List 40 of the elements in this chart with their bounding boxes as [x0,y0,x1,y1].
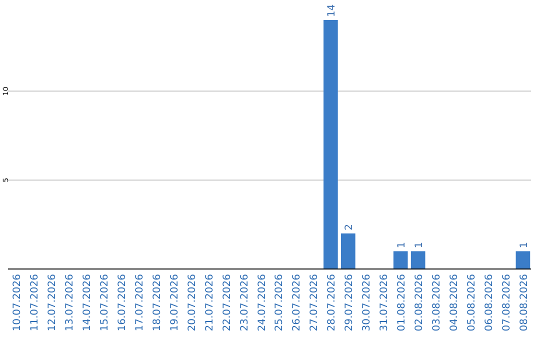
x-tick-label: 26.07.2026 [292,274,303,332]
x-tick-label: 15.07.2026 [99,274,110,332]
x-tick-label: 04.08.2026 [449,274,460,332]
x-tick-label: 25.07.2026 [274,274,286,332]
bar [324,20,338,269]
bar [516,251,530,269]
x-tick-label: 13.07.2026 [64,274,76,332]
x-tick-label: 21.07.2026 [204,274,216,332]
x-tick-label: 05.08.2026 [466,274,478,332]
x-tick-label: 10.07.2026 [12,274,24,332]
x-tick-label: 20.07.2026 [186,274,198,332]
x-tick-label: 16.07.2026 [116,274,128,332]
x-tick-label: 27.07.2026 [309,274,320,332]
x-tick-label: 01.08.2026 [396,274,408,332]
data-label: 1 [414,242,426,248]
x-tick-label: 18.07.2026 [152,274,163,332]
x-tick-label: 12.07.2026 [47,274,58,332]
bar [410,251,426,269]
data-label: 1 [396,242,408,248]
x-tick-label: 14.07.2026 [82,274,93,332]
data-label: 1 [518,242,530,248]
x-tick-label: 31.07.2026 [379,274,390,332]
x-tick-label: 02.08.2026 [414,274,426,332]
x-tick-label: 06.08.2026 [484,274,495,332]
data-label: 14 [326,4,338,17]
x-tick-label: 28.07.2026 [326,274,338,332]
x-tick-label: 03.08.2026 [432,274,443,332]
x-tick-label: 19.07.2026 [169,274,180,332]
bar [393,251,408,269]
x-tick-label: 22.07.2026 [222,274,233,332]
x-tick-label: 17.07.2026 [134,274,146,332]
x-tick-label: 07.08.2026 [501,274,512,332]
x-tick-label: 29.07.2026 [344,274,356,332]
x-tick-label: 08.08.2026 [518,274,530,332]
x-tick-label: 23.07.2026 [239,274,250,332]
x-tick-label: 30.07.2026 [362,274,373,332]
data-label: 2 [344,224,356,230]
x-tick-label: 24.07.2026 [256,274,268,332]
x-tick-label: 11.07.2026 [30,274,41,332]
bar [340,233,356,269]
